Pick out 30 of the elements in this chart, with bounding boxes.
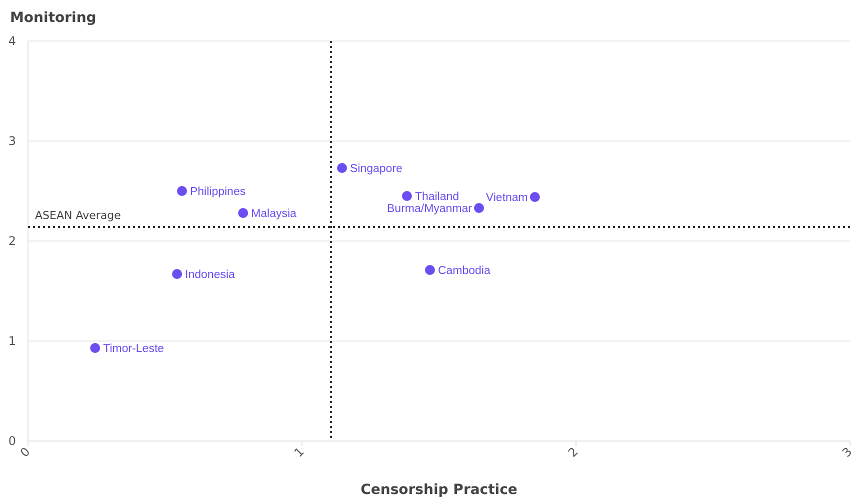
point — [176, 186, 187, 196]
point — [238, 208, 248, 218]
series-label: Malaysia — [251, 208, 298, 220]
series-label: Timor-Leste — [103, 343, 164, 355]
point — [337, 163, 348, 173]
x-tick-label: 3 — [840, 444, 852, 460]
point — [90, 343, 100, 353]
x-axis-title: Censorship Practice — [360, 482, 518, 498]
series-label: Singapore — [350, 163, 402, 175]
ref-line-label: ASEAN Average — [35, 209, 122, 222]
series-label: Cambodia — [438, 265, 491, 277]
point — [530, 192, 540, 202]
x-tick-label: 2 — [566, 444, 581, 460]
x-tick-label: 0 — [18, 444, 33, 460]
y-tick-label: 1 — [8, 334, 16, 348]
series-label: Philippines — [190, 186, 246, 198]
series-label: Burma/Myanmar — [387, 203, 472, 215]
point — [474, 203, 484, 213]
y-tick-label: 2 — [8, 234, 16, 248]
series-label: Vietnam — [486, 192, 528, 204]
y-tick-label: 3 — [8, 134, 16, 148]
point — [424, 265, 435, 275]
y-axis-title: Monitoring — [10, 10, 96, 26]
series-label: Thailand — [414, 191, 460, 203]
y-tick-label: 0 — [8, 434, 16, 448]
point — [172, 269, 182, 279]
series-label: Indonesia — [185, 269, 236, 281]
y-tick-label: 4 — [8, 34, 16, 48]
point — [402, 191, 412, 201]
x-tick-label: 1 — [292, 444, 307, 460]
